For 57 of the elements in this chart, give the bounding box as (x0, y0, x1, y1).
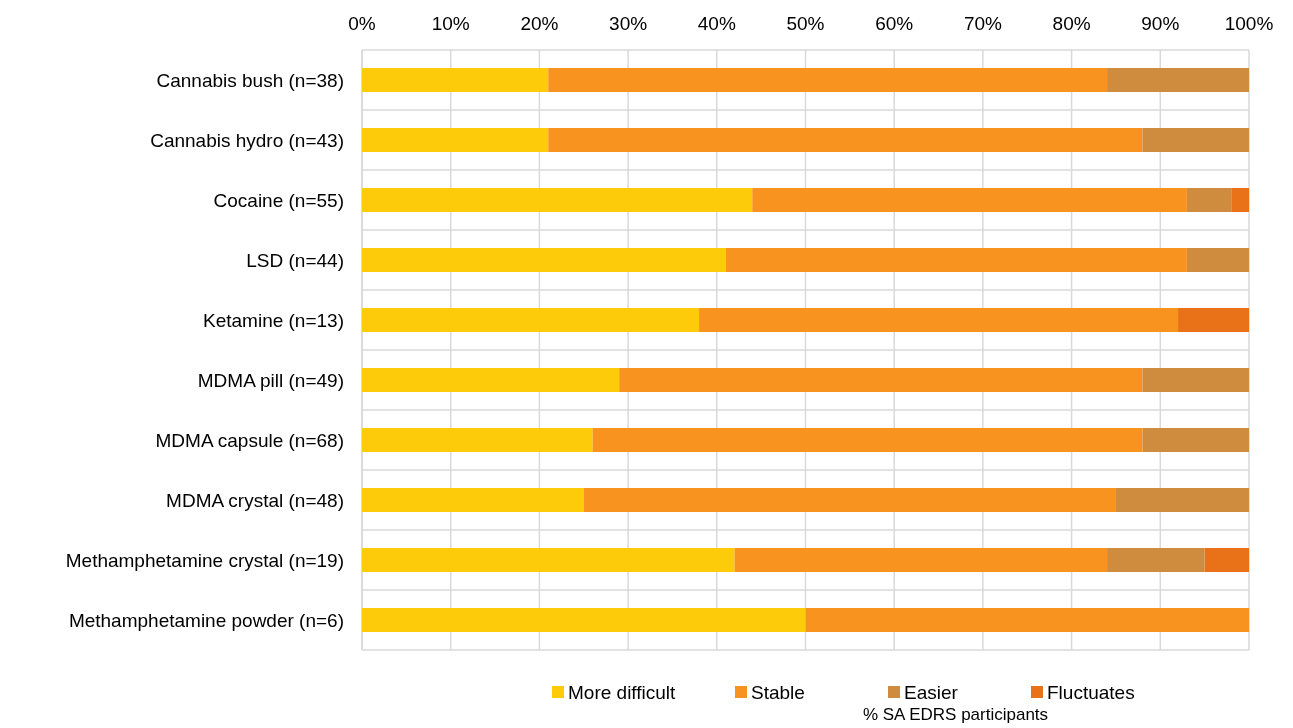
bar (362, 68, 549, 92)
bar (362, 368, 620, 392)
x-tick-label: 0% (348, 13, 376, 34)
x-tick-label: 60% (875, 13, 914, 34)
x-axis-title: % SA EDRS participants (862, 705, 1049, 724)
bar (1142, 428, 1249, 452)
bar (362, 488, 584, 512)
legend-label: Stable (751, 681, 805, 703)
x-tick-label: 10% (431, 13, 470, 34)
bar (752, 188, 1187, 212)
bar (362, 428, 593, 452)
x-tick-label: 30% (609, 13, 648, 34)
bar (699, 308, 1179, 332)
x-tick-label: 70% (963, 13, 1003, 34)
bar (583, 488, 1116, 512)
bar (1186, 248, 1249, 272)
y-tick-label: Cannabis bush (n=38) (156, 69, 344, 91)
legend-label: Fluctuates (1047, 681, 1135, 703)
bar (592, 428, 1143, 452)
bar (619, 368, 1143, 392)
bar (1142, 128, 1249, 152)
x-tick-label: 100% (1224, 13, 1274, 34)
x-tick-label: 80% (1052, 13, 1091, 34)
bar (362, 128, 549, 152)
bar (1178, 308, 1249, 332)
bar (1107, 68, 1249, 92)
bar (1142, 368, 1249, 392)
bar (1204, 548, 1249, 572)
bar (725, 248, 1187, 272)
bar (1107, 548, 1205, 572)
y-tick-label: Methamphetamine powder (n=6) (68, 609, 344, 631)
bar (1186, 188, 1232, 212)
y-tick-label: Cannabis hydro (n=43) (150, 129, 344, 151)
y-tick-label: MDMA pill (n=49) (197, 369, 344, 391)
y-tick-label: Cocaine (n=55) (213, 189, 344, 211)
bar (548, 68, 1108, 92)
bar (1231, 188, 1249, 212)
y-tick-label: Methamphetamine crystal (n=19) (65, 549, 344, 571)
bar (734, 548, 1108, 572)
x-tick-label: 40% (697, 13, 736, 34)
y-tick-label: Ketamine (n=13) (203, 309, 344, 331)
x-tick-label: 90% (1141, 13, 1180, 34)
bar (805, 608, 1249, 632)
legend-label: Easier (904, 681, 959, 703)
y-tick-label: MDMA crystal (n=48) (166, 489, 344, 511)
y-tick-label: LSD (n=44) (246, 249, 344, 271)
y-tick-label: MDMA capsule (n=68) (155, 429, 344, 451)
x-tick-label: 50% (786, 13, 825, 34)
bar (548, 128, 1143, 152)
bar (362, 188, 753, 212)
bar (362, 248, 726, 272)
bar (1115, 488, 1249, 512)
bar (362, 608, 806, 632)
bar (362, 308, 700, 332)
x-tick-label: 20% (520, 13, 559, 34)
bar (362, 548, 735, 572)
legend-label: More difficult (568, 681, 677, 703)
